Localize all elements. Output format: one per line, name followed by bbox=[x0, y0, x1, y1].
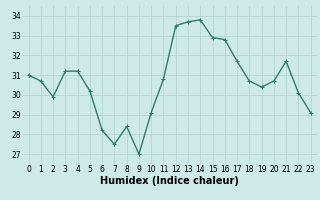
X-axis label: Humidex (Indice chaleur): Humidex (Indice chaleur) bbox=[100, 176, 239, 186]
